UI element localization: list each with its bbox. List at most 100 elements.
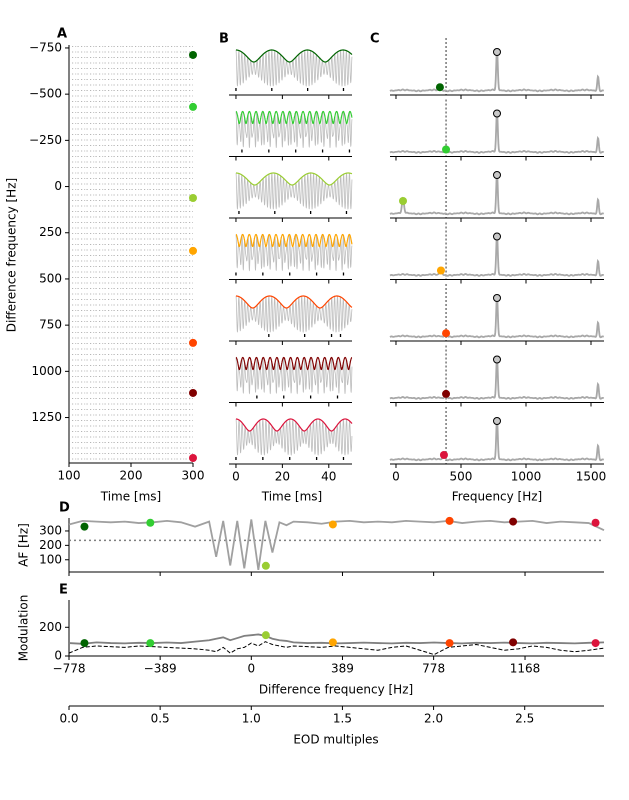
- eod-peak: [493, 48, 501, 56]
- eod-peak: [493, 232, 501, 241]
- beat-dot: [436, 266, 445, 275]
- spectrum: [389, 172, 605, 216]
- frequency-dot: [189, 338, 197, 347]
- spectrum: [389, 234, 605, 277]
- y-tick-label: 1250: [31, 410, 62, 424]
- signal-trace: [235, 356, 353, 395]
- spectrum: [389, 295, 605, 339]
- frequency-dot: [189, 194, 197, 203]
- x-tick-label: 2.5: [515, 712, 534, 726]
- x2-axis-label: EOD multiples: [293, 733, 378, 747]
- signal-trace: [235, 295, 353, 333]
- signal-trace: [235, 233, 353, 272]
- panel-label: E: [59, 583, 68, 598]
- eod-peak: [493, 355, 501, 364]
- x-tick-label: 778: [422, 662, 445, 676]
- y-tick-label: 0: [54, 179, 62, 193]
- frequency-dot: [591, 639, 600, 648]
- x-tick-label: 1500: [576, 470, 607, 484]
- panel-label: D: [59, 501, 70, 516]
- panel-label: B: [219, 32, 229, 47]
- beat-dot: [442, 145, 451, 154]
- envelope: [235, 233, 353, 248]
- x-tick-label: −778: [53, 662, 86, 676]
- frequency-dot: [146, 518, 155, 527]
- y-axis-label: AF [Hz]: [17, 523, 31, 567]
- frequency-dot: [189, 102, 197, 111]
- frequency-dot: [189, 246, 197, 255]
- envelope: [235, 295, 353, 309]
- x-tick-label: 300: [182, 469, 205, 483]
- y-tick-label: 100: [39, 552, 62, 566]
- frequency-dot: [328, 638, 337, 647]
- x-tick-label: 2.0: [424, 712, 443, 726]
- x-tick-label: 1168: [510, 662, 541, 676]
- x-tick-label: 1000: [511, 470, 542, 484]
- signal-trace: [235, 49, 353, 87]
- y-tick-label: 200: [39, 538, 62, 552]
- x-tick-label: 389: [331, 662, 354, 676]
- x-tick-label: 20: [275, 470, 290, 484]
- frequency-dot: [261, 631, 270, 640]
- frequency-dot: [445, 639, 454, 648]
- frequency-dot: [509, 638, 518, 647]
- beat-dot: [442, 329, 451, 338]
- envelope: [235, 418, 353, 432]
- x-tick-label: 1.5: [333, 712, 352, 726]
- x-tick-label: 40: [321, 470, 336, 484]
- beat-dot: [435, 83, 444, 92]
- y-tick-label: −250: [29, 133, 62, 147]
- panel-label: A: [57, 27, 67, 42]
- beat-dot: [399, 197, 408, 205]
- y-tick-label: 500: [39, 271, 62, 285]
- x-tick-label: 0: [247, 662, 255, 676]
- x-axis-label: Difference frequency [Hz]: [259, 683, 413, 697]
- frequency-dot: [80, 522, 89, 531]
- panel-label: C: [370, 32, 380, 47]
- y-tick-label: −750: [29, 40, 62, 54]
- beat-dot: [439, 451, 448, 459]
- y-tick-label: 750: [39, 318, 62, 332]
- spectrum: [389, 357, 605, 400]
- signal-trace: [235, 418, 353, 456]
- eod-peak: [493, 294, 501, 302]
- spectrum: [389, 418, 605, 462]
- spike-raster: [70, 46, 193, 462]
- frequency-dot: [189, 454, 197, 463]
- envelope: [235, 172, 353, 186]
- beat-dot: [442, 389, 451, 398]
- y-tick-label: 300: [39, 523, 62, 537]
- x-tick-label: −389: [144, 662, 177, 676]
- y-tick-label: −500: [29, 87, 62, 101]
- envelope: [235, 49, 353, 63]
- y-axis-label: Difference frequency [Hz]: [5, 178, 19, 332]
- x-tick-label: 500: [450, 470, 473, 484]
- x-axis-label: Frequency [Hz]: [452, 490, 543, 504]
- x-tick-label: 0.0: [59, 712, 78, 726]
- signal-trace: [235, 110, 353, 149]
- x-tick-label: 0: [392, 470, 400, 484]
- x-tick-label: 0.5: [151, 712, 170, 726]
- y-tick-label: 250: [39, 225, 62, 239]
- envelope: [235, 356, 353, 371]
- x-tick-label: 100: [58, 469, 81, 483]
- eod-peak: [493, 171, 501, 179]
- eod-peak: [493, 109, 501, 118]
- frequency-dot: [328, 520, 337, 529]
- frequency-dot: [189, 388, 197, 397]
- envelope: [235, 110, 353, 125]
- frequency-dot: [261, 561, 270, 570]
- x-axis-label: Time [ms]: [100, 490, 162, 504]
- frequency-dot: [509, 517, 518, 526]
- series-line: [68, 633, 605, 645]
- frequency-dot: [189, 50, 197, 59]
- frequency-dot: [445, 516, 454, 525]
- eod-peak: [493, 417, 501, 425]
- y-tick-label: 0: [54, 649, 62, 663]
- frequency-dot: [146, 639, 155, 648]
- y-tick-label: 1000: [31, 364, 62, 378]
- y-tick-label: 200: [39, 620, 62, 634]
- x-axis-label: Time [ms]: [261, 490, 323, 504]
- series-line: [68, 519, 605, 570]
- x-tick-label: 1.0: [242, 712, 261, 726]
